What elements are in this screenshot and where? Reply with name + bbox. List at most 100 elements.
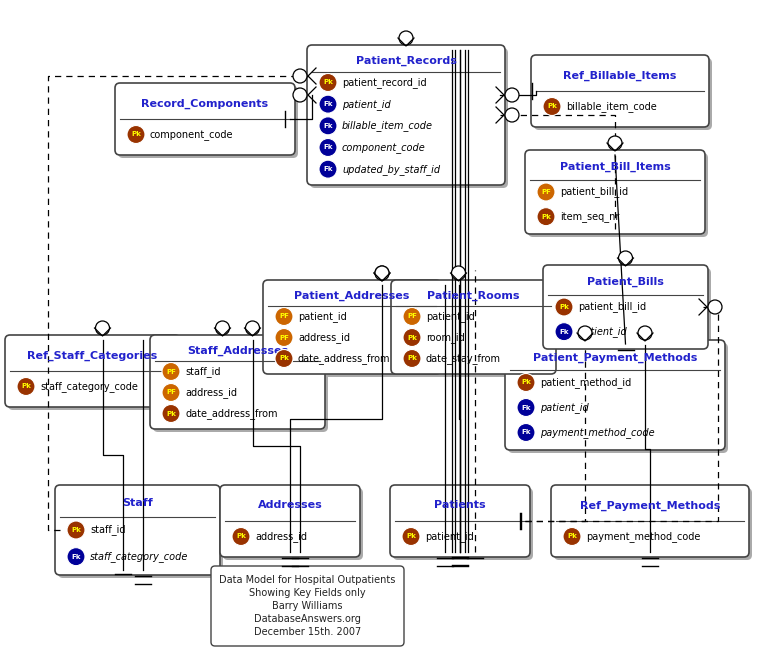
Text: PF: PF xyxy=(279,334,289,341)
Circle shape xyxy=(319,95,337,113)
Text: patient_id: patient_id xyxy=(578,326,627,337)
Circle shape xyxy=(293,88,307,102)
Text: billable_item_code: billable_item_code xyxy=(566,101,657,112)
Circle shape xyxy=(505,108,519,122)
Circle shape xyxy=(403,307,421,326)
Circle shape xyxy=(555,322,573,341)
Text: PF: PF xyxy=(407,313,417,320)
FancyBboxPatch shape xyxy=(150,335,325,429)
Circle shape xyxy=(162,362,180,381)
FancyBboxPatch shape xyxy=(8,338,183,410)
Text: patient_record_id: patient_record_id xyxy=(342,77,427,88)
Circle shape xyxy=(232,528,250,545)
Circle shape xyxy=(275,349,293,368)
Circle shape xyxy=(403,349,421,368)
Text: PF: PF xyxy=(279,313,289,320)
FancyBboxPatch shape xyxy=(505,340,725,450)
Text: date_address_from: date_address_from xyxy=(298,353,390,364)
Circle shape xyxy=(319,160,337,178)
Text: Pk: Pk xyxy=(521,379,531,385)
Circle shape xyxy=(517,424,535,441)
Circle shape xyxy=(375,266,389,280)
Circle shape xyxy=(293,69,307,83)
Circle shape xyxy=(708,300,722,314)
Text: patient_id: patient_id xyxy=(540,402,589,413)
Text: date_stay_from: date_stay_from xyxy=(426,353,501,364)
Circle shape xyxy=(127,126,145,143)
Text: component_code: component_code xyxy=(150,129,233,140)
Circle shape xyxy=(95,321,110,335)
Text: Staff: Staff xyxy=(122,498,153,508)
Circle shape xyxy=(403,328,421,347)
Text: address_id: address_id xyxy=(298,332,350,343)
Text: PF: PF xyxy=(166,390,176,396)
Text: Patient_Bills: Patient_Bills xyxy=(587,277,664,288)
Text: room_id: room_id xyxy=(426,332,465,343)
FancyBboxPatch shape xyxy=(115,83,295,155)
Text: Ref_Staff_Categories: Ref_Staff_Categories xyxy=(28,351,157,360)
FancyBboxPatch shape xyxy=(394,283,559,377)
FancyBboxPatch shape xyxy=(551,485,749,557)
Text: component_code: component_code xyxy=(342,142,425,153)
FancyBboxPatch shape xyxy=(525,150,705,234)
Text: Pk: Pk xyxy=(567,534,577,540)
Text: staff_id: staff_id xyxy=(185,366,220,377)
FancyBboxPatch shape xyxy=(5,335,180,407)
Circle shape xyxy=(319,139,337,156)
Text: updated_by_staff_id: updated_by_staff_id xyxy=(342,164,440,175)
Text: Pk: Pk xyxy=(279,356,289,362)
Text: Fk: Fk xyxy=(323,101,333,107)
Text: address_id: address_id xyxy=(185,387,237,398)
Circle shape xyxy=(319,117,337,135)
Circle shape xyxy=(67,547,85,566)
Text: patient_id: patient_id xyxy=(425,531,474,542)
FancyBboxPatch shape xyxy=(118,86,298,158)
Text: patient_method_id: patient_method_id xyxy=(540,377,631,388)
Text: Fk: Fk xyxy=(521,405,531,411)
Text: staff_id: staff_id xyxy=(90,525,125,536)
FancyBboxPatch shape xyxy=(531,55,709,127)
Circle shape xyxy=(563,528,581,545)
Circle shape xyxy=(638,326,652,340)
Circle shape xyxy=(402,528,420,545)
FancyBboxPatch shape xyxy=(508,343,728,453)
Text: Pk: Pk xyxy=(406,534,416,540)
FancyBboxPatch shape xyxy=(393,488,533,560)
FancyBboxPatch shape xyxy=(554,488,752,560)
Text: Pk: Pk xyxy=(559,304,569,310)
Text: Pk: Pk xyxy=(236,534,246,540)
Circle shape xyxy=(375,266,389,280)
Text: patient_id: patient_id xyxy=(426,311,475,322)
Text: Patient_Bill_Items: Patient_Bill_Items xyxy=(560,162,670,173)
Circle shape xyxy=(537,208,555,226)
Text: Fk: Fk xyxy=(323,123,333,129)
Text: Patient_Records: Patient_Records xyxy=(356,56,456,66)
Text: Patient_Payment_Methods: Patient_Payment_Methods xyxy=(533,353,697,362)
FancyBboxPatch shape xyxy=(528,153,708,237)
Circle shape xyxy=(162,405,180,422)
FancyBboxPatch shape xyxy=(220,485,360,557)
Text: Pk: Pk xyxy=(541,214,551,220)
FancyBboxPatch shape xyxy=(263,280,441,374)
Text: patient_id: patient_id xyxy=(342,99,391,110)
Circle shape xyxy=(517,373,535,392)
Text: item_seq_nr: item_seq_nr xyxy=(560,211,619,222)
Text: address_id: address_id xyxy=(255,531,307,542)
Text: billable_item_code: billable_item_code xyxy=(342,120,433,131)
Text: staff_category_code: staff_category_code xyxy=(90,551,188,562)
Text: Addresses: Addresses xyxy=(257,500,323,511)
Circle shape xyxy=(275,328,293,347)
Text: Patients: Patients xyxy=(434,500,486,511)
Text: Fk: Fk xyxy=(71,554,81,560)
FancyBboxPatch shape xyxy=(310,48,508,188)
Circle shape xyxy=(537,183,555,201)
Text: Fk: Fk xyxy=(323,166,333,172)
Text: patient_bill_id: patient_bill_id xyxy=(560,186,628,198)
Text: Record_Components: Record_Components xyxy=(141,98,269,109)
FancyBboxPatch shape xyxy=(55,485,220,575)
Circle shape xyxy=(555,298,573,316)
Text: Ref_Payment_Methods: Ref_Payment_Methods xyxy=(580,500,720,511)
Circle shape xyxy=(67,521,85,539)
Circle shape xyxy=(452,266,465,280)
Text: Fk: Fk xyxy=(521,430,531,436)
